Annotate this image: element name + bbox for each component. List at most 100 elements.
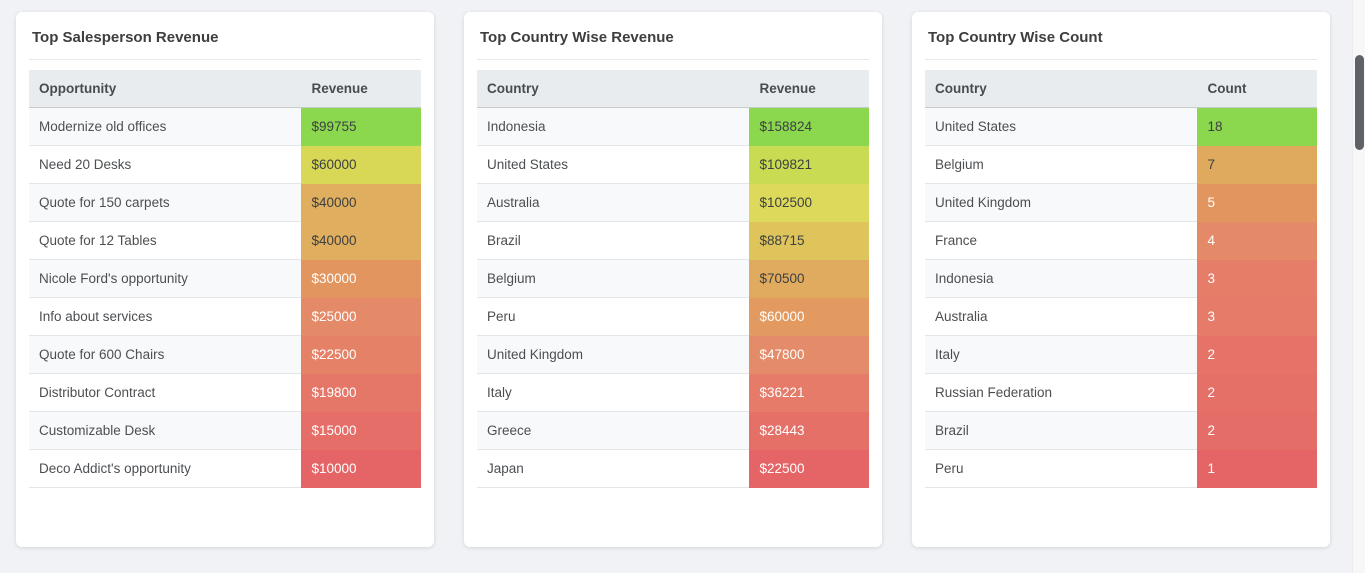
dashboard-cards: Top Salesperson Revenue Opportunity Reve… — [16, 12, 1335, 547]
table-row: United States $109821 — [477, 145, 869, 184]
row-value-heatmap-cell: $60000 — [749, 297, 869, 336]
table-header-row: Opportunity Revenue — [29, 70, 421, 108]
table-header-row: Country Count — [925, 70, 1317, 108]
table-row: United Kingdom 5 — [925, 183, 1317, 222]
row-value-heatmap-cell: 2 — [1197, 411, 1317, 450]
row-value-heatmap-cell: 3 — [1197, 259, 1317, 298]
row-value-heatmap-cell: $109821 — [749, 145, 869, 184]
data-table: Country Count United States 18 Belgium 7… — [925, 70, 1317, 488]
row-value-heatmap-cell: $28443 — [749, 411, 869, 450]
row-value-heatmap-cell: 1 — [1197, 449, 1317, 488]
row-value-heatmap-cell: $22500 — [749, 449, 869, 488]
row-label: Modernize old offices — [29, 107, 302, 146]
table-row: Indonesia 3 — [925, 259, 1317, 298]
row-label: Quote for 600 Chairs — [29, 335, 302, 374]
table-row: United Kingdom $47800 — [477, 335, 869, 374]
column-header-value: Count — [1197, 70, 1317, 108]
card-title: Top Country Wise Count — [928, 29, 1103, 46]
table-row: Belgium $70500 — [477, 259, 869, 298]
table-row: Customizable Desk $15000 — [29, 411, 421, 450]
row-label: Quote for 12 Tables — [29, 221, 302, 260]
row-value-heatmap-cell: $30000 — [301, 259, 421, 298]
row-value-heatmap-cell: $99755 — [301, 107, 421, 146]
row-label: Belgium — [925, 145, 1198, 184]
row-label: Belgium — [477, 259, 750, 298]
row-value-heatmap-cell: $22500 — [301, 335, 421, 374]
table-row: Brazil 2 — [925, 411, 1317, 450]
row-label: Peru — [925, 449, 1198, 488]
row-label: France — [925, 221, 1198, 260]
row-label: Australia — [477, 183, 750, 222]
row-label: Italy — [477, 373, 750, 412]
column-header-label: Country — [477, 70, 750, 108]
table-row: Modernize old offices $99755 — [29, 107, 421, 146]
row-label: United Kingdom — [477, 335, 750, 374]
row-label: Greece — [477, 411, 750, 450]
table-row: Belgium 7 — [925, 145, 1317, 184]
row-label: United States — [477, 145, 750, 184]
row-label: United States — [925, 107, 1198, 146]
table-row: Peru $60000 — [477, 297, 869, 336]
table-row: Need 20 Desks $60000 — [29, 145, 421, 184]
table-row: Info about services $25000 — [29, 297, 421, 336]
row-value-heatmap-cell: 7 — [1197, 145, 1317, 184]
row-label: Italy — [925, 335, 1198, 374]
row-value-heatmap-cell: $60000 — [301, 145, 421, 184]
row-label: Deco Addict's opportunity — [29, 449, 302, 488]
scrollbar-thumb[interactable] — [1355, 55, 1364, 150]
table-row: Indonesia $158824 — [477, 107, 869, 146]
card-title: Top Salesperson Revenue — [32, 29, 219, 46]
row-value-heatmap-cell: 4 — [1197, 221, 1317, 260]
row-value-heatmap-cell: $19800 — [301, 373, 421, 412]
row-label: Quote for 150 carpets — [29, 183, 302, 222]
row-label: Need 20 Desks — [29, 145, 302, 184]
table-row: United States 18 — [925, 107, 1317, 146]
row-value-heatmap-cell: 18 — [1197, 107, 1317, 146]
row-value-heatmap-cell: $70500 — [749, 259, 869, 298]
table-row: Quote for 150 carpets $40000 — [29, 183, 421, 222]
row-label: Info about services — [29, 297, 302, 336]
table-row: Australia $102500 — [477, 183, 869, 222]
row-value-heatmap-cell: $102500 — [749, 183, 869, 222]
row-label: Distributor Contract — [29, 373, 302, 412]
row-value-heatmap-cell: 3 — [1197, 297, 1317, 336]
table-row: Italy 2 — [925, 335, 1317, 374]
table-body: United States 18 Belgium 7 United Kingdo… — [925, 107, 1317, 488]
row-value-heatmap-cell: $158824 — [749, 107, 869, 146]
dashboard-card: Top Country Wise Revenue Country Revenue… — [464, 12, 882, 547]
table-row: Japan $22500 — [477, 449, 869, 488]
table-row: Peru 1 — [925, 449, 1317, 488]
row-label: United Kingdom — [925, 183, 1198, 222]
row-label: Brazil — [477, 221, 750, 260]
table-row: Australia 3 — [925, 297, 1317, 336]
row-value-heatmap-cell: $25000 — [301, 297, 421, 336]
card-divider — [477, 59, 869, 60]
row-value-heatmap-cell: $15000 — [301, 411, 421, 450]
row-value-heatmap-cell: $10000 — [301, 449, 421, 488]
column-header-label: Opportunity — [29, 70, 302, 108]
row-label: Australia — [925, 297, 1198, 336]
table-row: Distributor Contract $19800 — [29, 373, 421, 412]
column-header-value: Revenue — [301, 70, 421, 108]
table-row: France 4 — [925, 221, 1317, 260]
card-divider — [29, 59, 421, 60]
row-value-heatmap-cell: $36221 — [749, 373, 869, 412]
row-label: Russian Federation — [925, 373, 1198, 412]
dashboard-card: Top Salesperson Revenue Opportunity Reve… — [16, 12, 434, 547]
column-header-value: Revenue — [749, 70, 869, 108]
table-body: Modernize old offices $99755 Need 20 Des… — [29, 107, 421, 488]
column-header-label: Country — [925, 70, 1198, 108]
row-label: Brazil — [925, 411, 1198, 450]
table-row: Quote for 12 Tables $40000 — [29, 221, 421, 260]
table-row: Deco Addict's opportunity $10000 — [29, 449, 421, 488]
row-value-heatmap-cell: $47800 — [749, 335, 869, 374]
table-row: Nicole Ford's opportunity $30000 — [29, 259, 421, 298]
table-header-row: Country Revenue — [477, 70, 869, 108]
row-value-heatmap-cell: 5 — [1197, 183, 1317, 222]
row-value-heatmap-cell: $40000 — [301, 183, 421, 222]
table-row: Greece $28443 — [477, 411, 869, 450]
row-label: Customizable Desk — [29, 411, 302, 450]
row-value-heatmap-cell: 2 — [1197, 373, 1317, 412]
vertical-scrollbar[interactable] — [1352, 0, 1365, 573]
row-value-heatmap-cell: $88715 — [749, 221, 869, 260]
